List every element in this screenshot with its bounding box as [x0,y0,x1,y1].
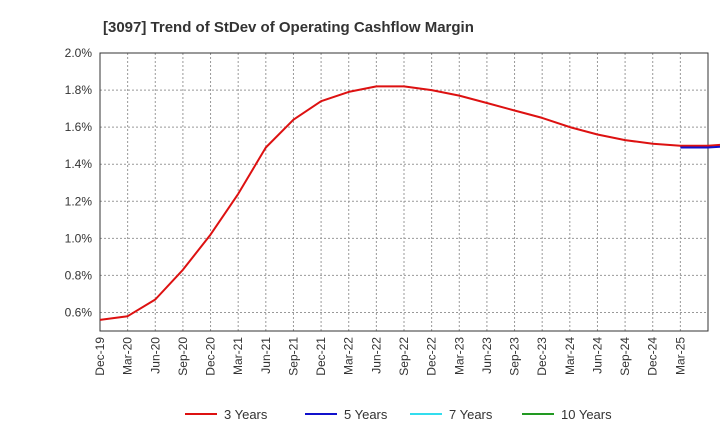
x-tick-label: Mar-21 [231,337,245,375]
x-tick-label: Mar-25 [673,337,687,375]
x-tick-label: Mar-24 [563,337,577,375]
series-line [680,145,720,149]
x-tick-label: Jun-21 [259,337,273,374]
x-tick-label: Jun-20 [148,337,162,374]
x-tick-label: Jun-22 [369,337,383,374]
x-tick-label: Sep-24 [618,337,632,376]
x-tick-label: Dec-21 [314,337,328,376]
series-line [99,85,720,321]
legend-label: 3 Years [224,407,268,422]
legend-label: 7 Years [449,407,493,422]
y-tick-label: 1.8% [65,83,93,97]
y-tick-label: 2.0% [65,46,93,60]
y-axis-ticks: 0.6% 0.8% 1.0% 1.2% 1.4% 1.6% 1.8% 2.0% [65,46,93,319]
y-tick-label: 1.4% [65,157,93,171]
plot-frame [99,52,709,332]
y-tick-label: 1.6% [65,120,93,134]
chart-title: [3097] Trend of StDev of Operating Cashf… [103,19,474,36]
x-tick-label: Sep-23 [508,337,522,376]
y-tick-label: 1.0% [65,231,93,245]
x-tick-label: Mar-20 [121,337,135,375]
grid-lines [100,52,708,331]
x-tick-label: Dec-23 [535,337,549,376]
x-tick-label: Mar-22 [342,337,356,375]
x-tick-label: Sep-20 [176,337,190,376]
legend: 3 Years 5 Years 7 Years 10 Years [185,407,612,422]
x-tick-label: Jun-23 [480,337,494,374]
x-tick-label: Dec-20 [204,337,218,376]
x-tick-label: Sep-21 [286,337,300,376]
y-tick-label: 0.8% [65,268,93,282]
x-tick-label: Sep-22 [397,337,411,376]
x-tick-label: Dec-19 [93,337,107,376]
x-tick-label: Jun-24 [590,337,604,374]
y-tick-label: 0.6% [65,305,93,319]
x-tick-label: Mar-23 [452,337,466,375]
legend-label: 10 Years [561,407,612,422]
y-tick-label: 1.2% [65,194,93,208]
series-lines [99,85,720,321]
x-axis-ticks: Dec-19 Mar-20 Jun-20 Sep-20 Dec-20 Mar-21 Jun-… [93,337,687,376]
x-tick-label: Dec-22 [425,337,439,376]
x-tick-label: Dec-24 [646,337,660,376]
legend-label: 5 Years [344,407,388,422]
